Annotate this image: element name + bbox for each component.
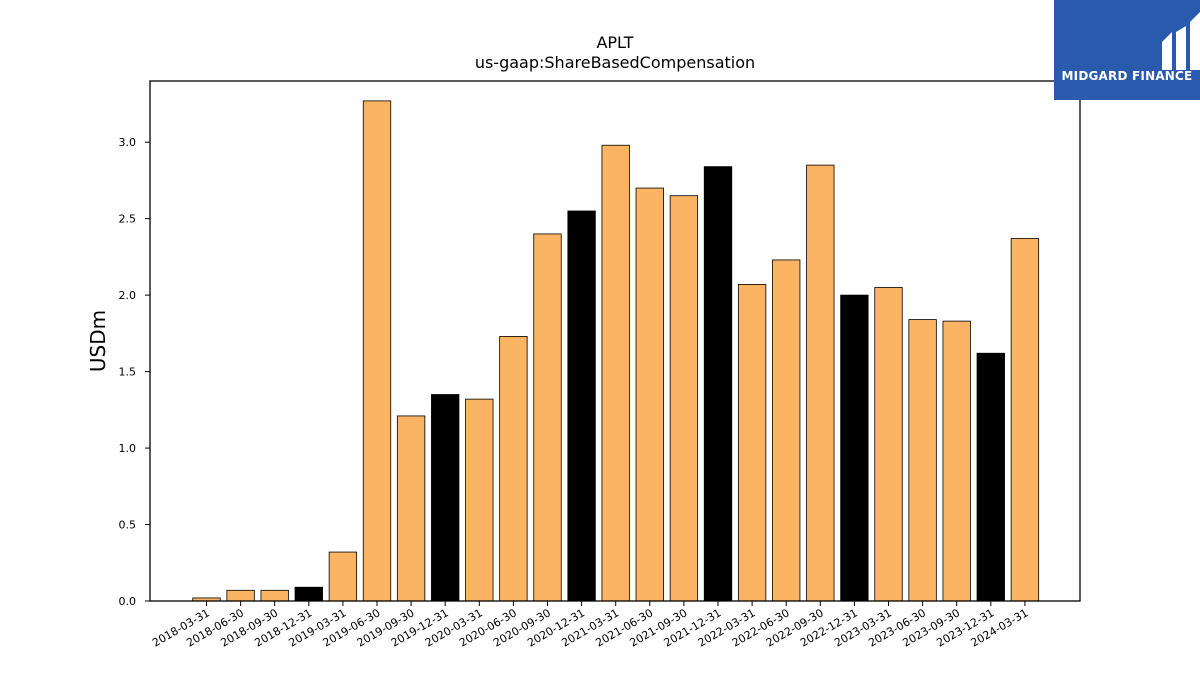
bar-2022-03-31 (737, 284, 767, 602)
y-tick-label: 1.0 (119, 442, 137, 455)
company-logo: MIDGARD FINANCE (1054, 0, 1200, 100)
bar-2019-03-31 (328, 551, 358, 602)
bar-2021-09-30 (669, 195, 699, 602)
bar-2020-03-31 (465, 398, 494, 602)
chart-title: APLT (596, 33, 633, 52)
bar-2023-12-31 (976, 352, 1005, 602)
bar-2022-12-31 (840, 294, 869, 602)
y-tick-label: 0.0 (119, 595, 137, 608)
bar-2018-06-30 (226, 589, 255, 602)
bar-2023-09-30 (942, 320, 971, 602)
bar-2020-12-31 (567, 210, 596, 602)
bar-2019-06-30 (362, 100, 392, 602)
bar-2021-03-31 (601, 144, 630, 602)
bars (192, 100, 1040, 602)
y-tick-label: 0.5 (119, 519, 137, 532)
x-axis: 2018-03-312018-06-302018-09-302018-12-31… (150, 601, 1030, 650)
bar-2021-12-31 (703, 166, 733, 602)
chart-subtitle: us-gaap:ShareBasedCompensation (475, 53, 755, 72)
y-axis-label: USDm (86, 310, 110, 372)
logo-text: MIDGARD FINANCE (1061, 69, 1193, 83)
plot-frame (149, 80, 1081, 602)
y-tick-label: 1.5 (119, 366, 137, 379)
bar-2021-06-30 (635, 187, 664, 602)
bar-2020-09-30 (533, 233, 562, 602)
bar-2018-12-31 (294, 586, 323, 602)
logo-mark-icon (1162, 12, 1200, 70)
y-tick-label: 2.5 (119, 213, 137, 226)
y-axis: 0.0 0.5 1.0 1.5 2.0 2.5 3.0 (119, 136, 150, 608)
bar-2023-06-30 (908, 319, 937, 602)
bar-2020-06-30 (499, 336, 528, 602)
y-tick-label: 3.0 (119, 136, 137, 149)
bar-2022-06-30 (772, 259, 801, 602)
bar-2019-09-30 (396, 415, 426, 602)
bar-2018-09-30 (260, 589, 289, 602)
y-tick-label: 2.0 (119, 289, 137, 302)
bar-2024-03-31 (1010, 238, 1040, 602)
bar-2022-09-30 (806, 164, 835, 602)
bar-2019-12-31 (431, 394, 460, 602)
bar-2023-03-31 (874, 287, 903, 602)
